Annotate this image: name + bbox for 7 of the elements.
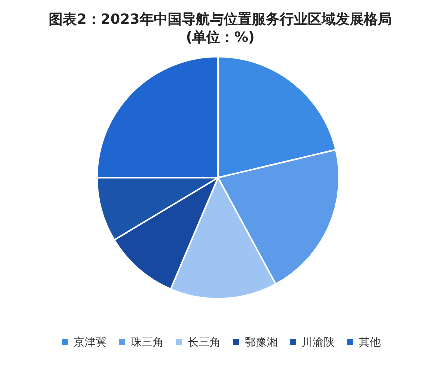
legend-label: 鄂豫湘 xyxy=(245,336,278,349)
legend-label: 川渝陕 xyxy=(302,336,335,349)
legend-label: 京津冀 xyxy=(74,336,107,349)
legend-label: 长三角 xyxy=(188,336,221,349)
legend-label: 其他 xyxy=(359,336,381,349)
chart-title: 图表2：2023年中国导航与位置服务行业区域发展格局 (单位：%) xyxy=(49,11,392,46)
legend-label: 珠三角 xyxy=(131,336,164,349)
